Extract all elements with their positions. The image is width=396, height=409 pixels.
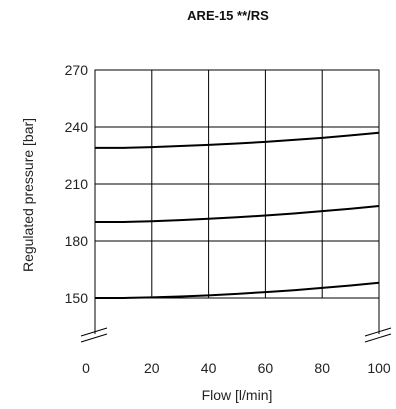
plot-frame (94, 69, 380, 299)
axis-break-mark (80, 333, 108, 343)
y-tick-label: 210 (65, 176, 89, 192)
series-line-3 (95, 281, 380, 299)
y-axis-label: Regulated pressure [bar] (20, 118, 36, 272)
x-tick-label: 20 (144, 360, 160, 376)
x-tick-label: 80 (314, 360, 330, 376)
x-tick-label: 60 (258, 360, 274, 376)
axis-break-mark (364, 327, 392, 337)
x-tick-label: 100 (367, 360, 391, 376)
y-tick-label: 180 (65, 233, 89, 249)
y-tick-label: 270 (65, 62, 89, 78)
series-line-2 (95, 205, 380, 223)
x-tick-label: 40 (201, 360, 217, 376)
y-tick-label: 150 (65, 290, 89, 306)
axis-break-mark (80, 327, 108, 337)
axis-break-mark (364, 333, 392, 343)
series-line-1 (95, 131, 380, 149)
x-axis-label: Flow [l/min] (202, 387, 273, 403)
chart-title: ARE-15 **/RS (187, 8, 269, 23)
y-tick-label: 240 (65, 119, 89, 135)
x-tick-label: 0 (82, 360, 90, 376)
